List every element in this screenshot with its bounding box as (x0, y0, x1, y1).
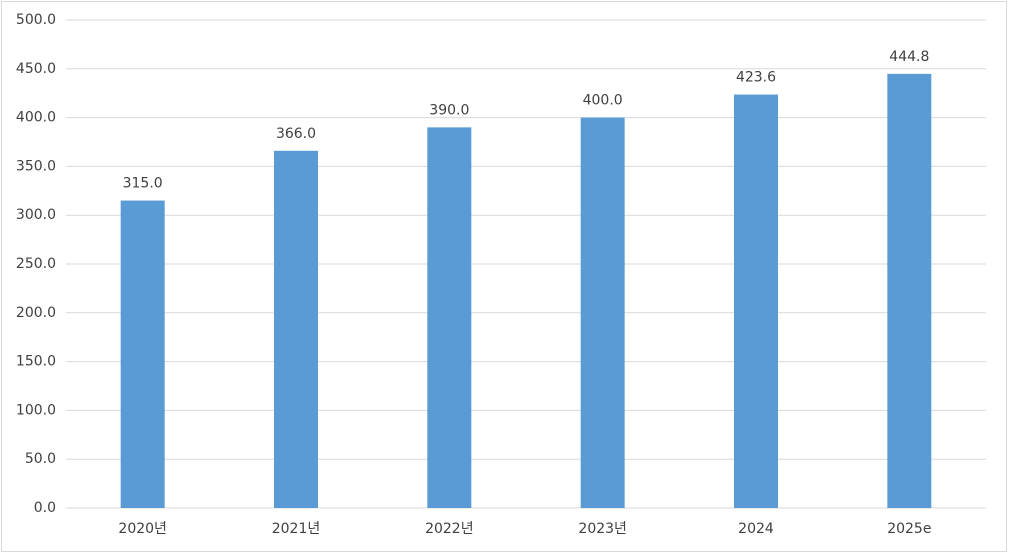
data-label: 423.6 (736, 70, 776, 86)
x-tick-label: 2025e (887, 521, 931, 537)
y-tick-label: 50.0 (25, 451, 56, 467)
y-tick-label: 200.0 (16, 305, 56, 321)
y-tick-label: 0.0 (34, 500, 56, 516)
x-tick-label: 2023년 (578, 521, 627, 537)
y-tick-label: 500.0 (16, 12, 56, 28)
y-tick-label: 150.0 (16, 354, 56, 370)
y-tick-label: 400.0 (16, 110, 56, 126)
bar (427, 127, 472, 509)
data-label: 400.0 (583, 93, 623, 109)
data-label: 366.0 (276, 126, 316, 142)
x-tick-label: 2024 (738, 521, 774, 537)
data-label: 390.0 (429, 102, 469, 118)
y-tick-label: 300.0 (16, 207, 56, 223)
x-tick-label: 2021년 (272, 521, 321, 537)
bar (580, 117, 625, 508)
bar (734, 94, 778, 508)
y-tick-label: 450.0 (16, 61, 56, 77)
bar (887, 73, 932, 509)
x-tick-label: 2020년 (118, 521, 167, 537)
y-tick-label: 250.0 (16, 256, 56, 272)
data-label: 444.8 (889, 49, 929, 65)
bar (120, 200, 165, 508)
y-tick-label: 350.0 (16, 158, 56, 174)
bar (274, 150, 318, 508)
x-tick-label: 2022년 (425, 521, 474, 537)
y-tick-label: 100.0 (16, 402, 56, 418)
data-label: 315.0 (123, 176, 163, 192)
